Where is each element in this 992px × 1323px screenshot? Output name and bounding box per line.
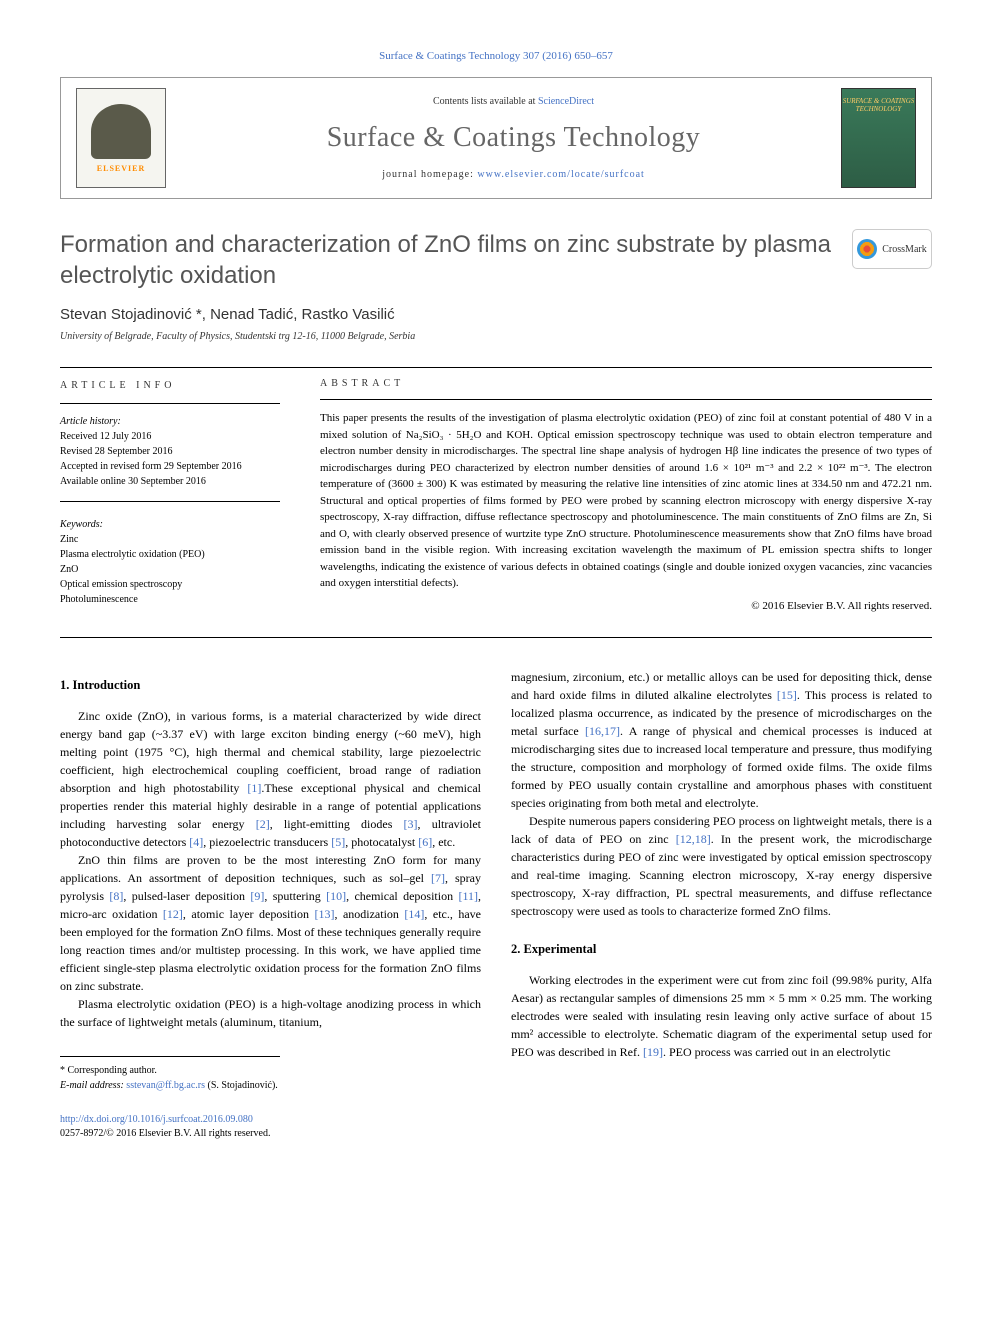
abstract-divider xyxy=(320,399,932,400)
email-line: E-mail address: sstevan@ff.bg.ac.rs (S. … xyxy=(60,1078,280,1093)
publisher-name: ELSEVIER xyxy=(97,164,145,173)
keyword-item: Plasma electrolytic oxidation (PEO) xyxy=(60,547,280,562)
col2-paragraph-1: magnesium, zirconium, etc.) or metallic … xyxy=(511,668,932,812)
contents-prefix: Contents lists available at xyxy=(433,96,538,107)
ref-link[interactable]: [12,18] xyxy=(676,832,711,846)
history-label: Article history: xyxy=(60,414,280,429)
accepted-date: Accepted in revised form 29 September 20… xyxy=(60,459,280,474)
body-column-left: 1. Introduction Zinc oxide (ZnO), in var… xyxy=(60,668,481,1093)
footnote-section: * Corresponding author. E-mail address: … xyxy=(60,1056,280,1093)
ref-link[interactable]: [13] xyxy=(314,907,334,921)
info-divider-1 xyxy=(60,403,280,404)
ref-link[interactable]: [7] xyxy=(431,871,445,885)
issn-copyright: 0257-8972/© 2016 Elsevier B.V. All right… xyxy=(60,1127,932,1141)
ref-link[interactable]: [4] xyxy=(189,835,203,849)
revised-date: Revised 28 September 2016 xyxy=(60,444,280,459)
publisher-logo: ELSEVIER xyxy=(76,88,166,188)
footer-info: http://dx.doi.org/10.1016/j.surfcoat.201… xyxy=(60,1113,932,1141)
ref-link[interactable]: [19] xyxy=(643,1045,663,1059)
keyword-item: Zinc xyxy=(60,532,280,547)
homepage-prefix: journal homepage: xyxy=(382,169,477,180)
homepage-link[interactable]: www.elsevier.com/locate/surfcoat xyxy=(477,169,644,180)
ref-link[interactable]: [11] xyxy=(458,889,478,903)
journal-name: Surface & Coatings Technology xyxy=(186,122,841,154)
crossmark-icon xyxy=(857,239,877,259)
abstract-text: This paper presents the results of the i… xyxy=(320,410,932,592)
article-info-heading: ARTICLE INFO xyxy=(60,378,280,393)
intro-heading: 1. Introduction xyxy=(60,676,481,695)
abstract-copyright: © 2016 Elsevier B.V. All rights reserved… xyxy=(320,600,932,612)
ref-link[interactable]: [1] xyxy=(247,781,261,795)
keyword-item: Photoluminescence xyxy=(60,592,280,607)
online-date: Available online 30 September 2016 xyxy=(60,474,280,489)
affiliation: University of Belgrade, Faculty of Physi… xyxy=(60,331,932,342)
journal-cover: SURFACE & COATINGS TECHNOLOGY xyxy=(841,88,916,188)
ref-link[interactable]: [5] xyxy=(331,835,345,849)
ref-link[interactable]: [10] xyxy=(326,889,346,903)
article-title: Formation and characterization of ZnO fi… xyxy=(60,229,832,291)
journal-header: ELSEVIER Contents lists available at Sci… xyxy=(60,77,932,199)
ref-link[interactable]: [8] xyxy=(109,889,123,903)
divider-top xyxy=(60,367,932,368)
intro-paragraph-3: Plasma electrolytic oxidation (PEO) is a… xyxy=(60,995,481,1031)
received-date: Received 12 July 2016 xyxy=(60,429,280,444)
keywords-label: Keywords: xyxy=(60,517,280,532)
homepage-line: journal homepage: www.elsevier.com/locat… xyxy=(186,169,841,180)
ref-link[interactable]: [3] xyxy=(404,817,418,831)
ref-link[interactable]: [6] xyxy=(418,835,432,849)
doi-link[interactable]: http://dx.doi.org/10.1016/j.surfcoat.201… xyxy=(60,1113,932,1127)
crossmark-badge[interactable]: CrossMark xyxy=(852,229,932,269)
intro-paragraph-2: ZnO thin films are proven to be the most… xyxy=(60,851,481,995)
authors: Stevan Stojadinović *, Nenad Tadić, Rast… xyxy=(60,306,932,323)
col2-paragraph-2: Despite numerous papers considering PEO … xyxy=(511,812,932,920)
elsevier-tree-icon xyxy=(91,104,151,159)
crossmark-text: CrossMark xyxy=(882,244,926,255)
info-divider-2 xyxy=(60,501,280,502)
cover-text: SURFACE & COATINGS TECHNOLOGY xyxy=(842,97,915,114)
intro-paragraph-1: Zinc oxide (ZnO), in various forms, is a… xyxy=(60,707,481,851)
contents-line: Contents lists available at ScienceDirec… xyxy=(186,96,841,107)
keyword-item: Optical emission spectroscopy xyxy=(60,577,280,592)
experimental-heading: 2. Experimental xyxy=(511,940,932,959)
abstract-column: ABSTRACT This paper presents the results… xyxy=(320,378,932,612)
email-link[interactable]: sstevan@ff.bg.ac.rs xyxy=(126,1080,205,1091)
ref-link[interactable]: [15] xyxy=(777,688,797,702)
ref-link[interactable]: [16,17] xyxy=(585,724,620,738)
keyword-item: ZnO xyxy=(60,562,280,577)
exp-paragraph-1: Working electrodes in the experiment wer… xyxy=(511,971,932,1061)
sciencedirect-link[interactable]: ScienceDirect xyxy=(538,96,594,107)
divider-bottom xyxy=(60,637,932,638)
ref-link[interactable]: [9] xyxy=(250,889,264,903)
abstract-heading: ABSTRACT xyxy=(320,378,932,389)
body-column-right: magnesium, zirconium, etc.) or metallic … xyxy=(511,668,932,1093)
ref-link[interactable]: [14] xyxy=(404,907,424,921)
corresponding-author: * Corresponding author. xyxy=(60,1063,280,1078)
article-info-column: ARTICLE INFO Article history: Received 1… xyxy=(60,378,280,612)
ref-link[interactable]: [12] xyxy=(163,907,183,921)
top-citation[interactable]: Surface & Coatings Technology 307 (2016)… xyxy=(60,50,932,62)
ref-link[interactable]: [2] xyxy=(256,817,270,831)
